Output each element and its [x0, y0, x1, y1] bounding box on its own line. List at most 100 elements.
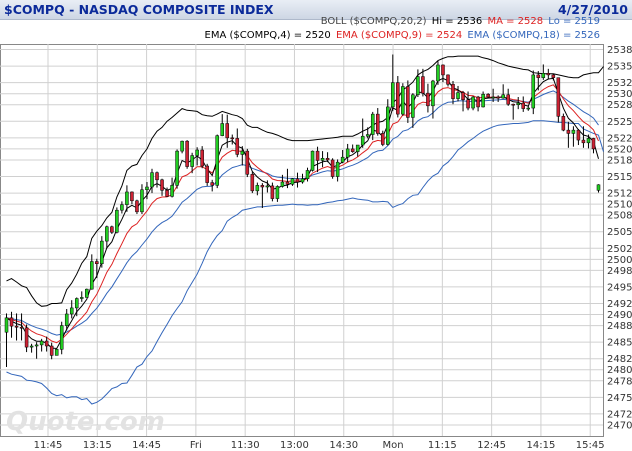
- x-tick-label: 14:30: [329, 440, 358, 451]
- candle-body: [14, 325, 19, 328]
- candle-body: [391, 82, 395, 108]
- candle-body: [59, 325, 64, 350]
- candle-body: [74, 298, 79, 309]
- x-tick-label: 11:45: [34, 440, 63, 451]
- y-tick-label: 2485: [607, 338, 632, 349]
- candle-body: [501, 94, 505, 99]
- candle-body: [446, 74, 450, 85]
- candle-body: [125, 191, 129, 205]
- x-tick-label: 11:30: [231, 440, 260, 451]
- candle-body: [100, 240, 104, 264]
- candle-body: [105, 226, 109, 242]
- candle-body: [305, 170, 310, 179]
- candle-body: [596, 184, 601, 191]
- candle-body: [220, 123, 224, 136]
- candle-body: [225, 123, 230, 139]
- candle-body: [496, 96, 500, 99]
- candle-body: [215, 135, 219, 186]
- candle-body: [516, 102, 520, 105]
- candle-body: [295, 178, 300, 183]
- candle-body: [461, 92, 465, 101]
- bollinger-upper-line: [6, 55, 604, 307]
- candle-body: [90, 261, 94, 290]
- candle-body: [401, 86, 405, 115]
- candle-body: [386, 106, 390, 145]
- candle-body: [360, 135, 365, 146]
- candle-body: [19, 326, 24, 329]
- candle-body: [95, 261, 99, 264]
- candle-body: [581, 139, 586, 144]
- legend-boll-lo: Lo = 2519: [548, 16, 600, 27]
- x-tick-label: 13:00: [280, 440, 309, 451]
- candle-body: [411, 94, 415, 118]
- candle-body: [526, 107, 531, 110]
- x-tick-label: 11:15: [428, 440, 457, 451]
- candle-body: [140, 189, 144, 213]
- y-tick-label: 2488: [607, 321, 632, 332]
- candle-body: [49, 345, 54, 356]
- x-tick-label: Mon: [382, 440, 403, 451]
- candle-body: [115, 209, 119, 233]
- y-tick-label: 2510: [607, 200, 632, 211]
- candle-body: [130, 191, 134, 202]
- candle-body: [80, 297, 84, 299]
- y-tick-label: 2480: [607, 365, 632, 376]
- legend-boll-hi: Hi = 2536: [431, 16, 483, 27]
- candle-body: [370, 113, 375, 135]
- candle-body: [29, 345, 34, 348]
- y-tick-label: 2492: [607, 299, 632, 310]
- candle-body: [85, 288, 89, 298]
- candle-body: [4, 317, 9, 333]
- legend-boll-label: BOLL ($COMPQ,20,2): [320, 16, 427, 27]
- candle-body: [120, 204, 124, 211]
- y-tick-label: 2525: [607, 117, 632, 128]
- candle-body: [556, 77, 561, 117]
- y-tick-label: 2530: [607, 89, 632, 100]
- legend-ema4: EMA ($COMPQ,4) = 2520: [204, 30, 331, 41]
- candle-body: [571, 129, 576, 134]
- candle-body: [235, 138, 240, 155]
- legend-boll: BOLL ($COMPQ,20,2) Hi = 2536 MA = 2528 L…: [0, 16, 600, 30]
- legend-ema18: EMA ($COMPQ,18) = 2526: [467, 30, 600, 41]
- candle-body: [195, 149, 199, 156]
- candle-body: [511, 103, 515, 106]
- candle-body: [431, 80, 435, 107]
- y-tick-label: 2498: [607, 266, 632, 277]
- y-tick-label: 2482: [607, 354, 632, 365]
- candle-body: [265, 185, 270, 188]
- y-tick-label: 2495: [607, 282, 632, 293]
- candle-body: [486, 93, 490, 98]
- candle-body: [145, 186, 149, 191]
- candle-body: [441, 64, 445, 76]
- y-tick-label: 2538: [607, 45, 632, 56]
- candle-body: [551, 74, 556, 78]
- y-tick-label: 2490: [607, 310, 632, 321]
- y-tick-label: 2512: [607, 189, 632, 200]
- x-tick-label: 13:15: [83, 440, 112, 451]
- candle-body: [150, 172, 154, 188]
- watermark-logo: Quote.com: [6, 407, 165, 437]
- candle-body: [69, 307, 74, 315]
- legend-ema: EMA ($COMPQ,4) = 2520 EMA ($COMPQ,9) = 2…: [0, 30, 600, 44]
- chart-date: 4/27/2010: [557, 2, 628, 17]
- candle-body: [285, 181, 290, 185]
- candle-body: [365, 134, 370, 137]
- candle-body: [566, 129, 571, 134]
- candle-body: [561, 116, 566, 131]
- candle-body: [576, 129, 581, 141]
- candle-body: [315, 150, 320, 161]
- candle-body: [24, 327, 29, 348]
- y-tick-label: 2502: [607, 244, 632, 255]
- candle-body: [330, 159, 335, 177]
- chart-title: $COMPQ - NASDAQ COMPOSITE INDEX: [4, 2, 274, 17]
- candle-body: [170, 185, 174, 197]
- y-tick-label: 2505: [607, 227, 632, 238]
- candle-body: [135, 200, 139, 213]
- candle-body: [44, 340, 49, 347]
- candle-body: [9, 317, 14, 327]
- candle-body: [34, 344, 39, 347]
- candle-body: [406, 86, 410, 118]
- y-tick-label: 2508: [607, 211, 632, 222]
- candle-body: [456, 92, 460, 99]
- chart-header: $COMPQ - NASDAQ COMPOSITE INDEX 4/27/201…: [0, 0, 632, 20]
